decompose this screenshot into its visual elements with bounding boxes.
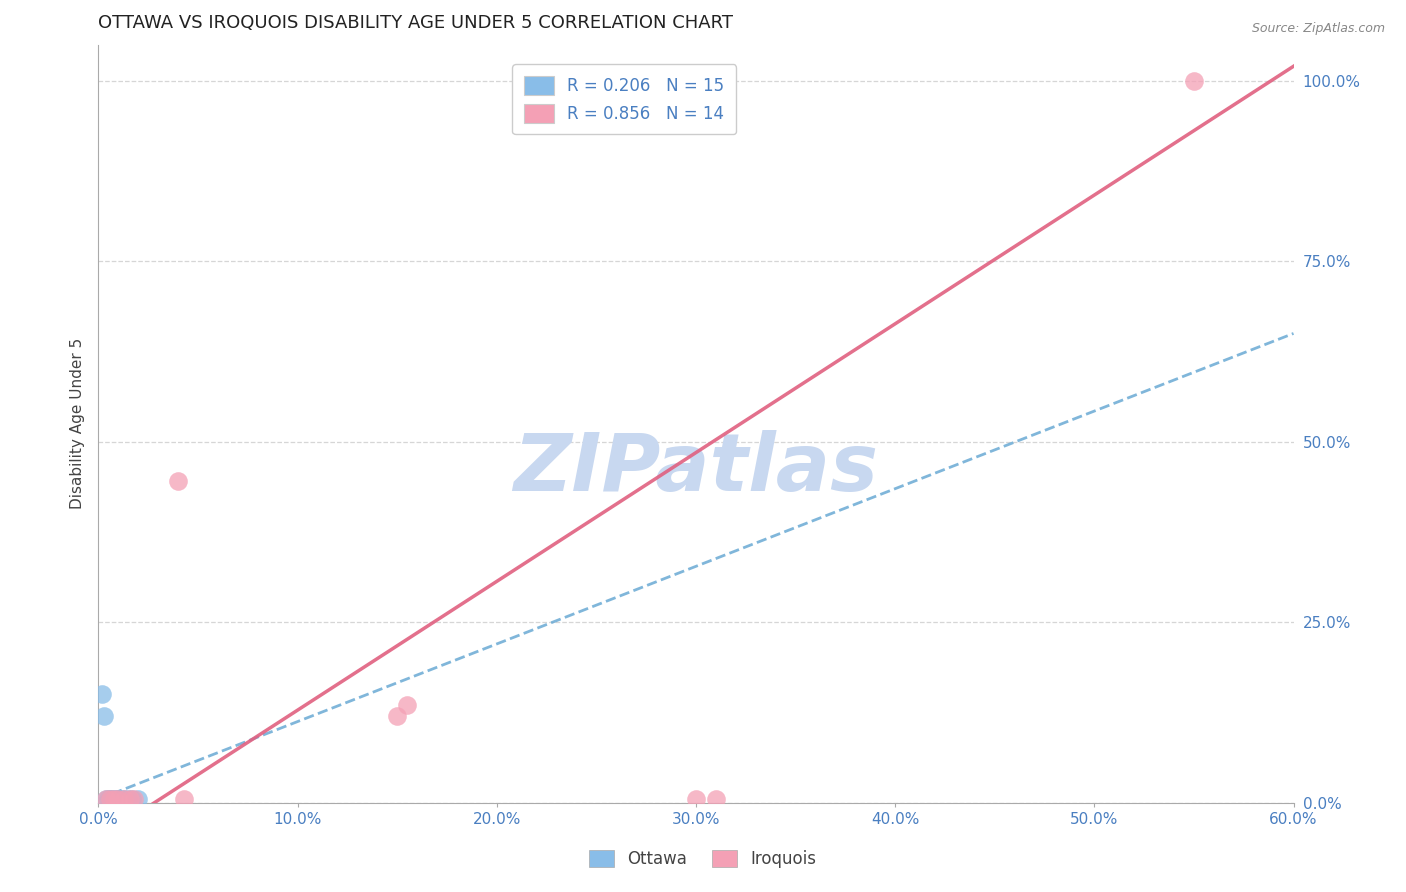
Point xyxy=(117,792,139,806)
Point xyxy=(111,792,134,806)
Point xyxy=(107,792,129,806)
Text: OTTAWA VS IROQUOIS DISABILITY AGE UNDER 5 CORRELATION CHART: OTTAWA VS IROQUOIS DISABILITY AGE UNDER … xyxy=(98,14,734,32)
Point xyxy=(121,792,143,806)
Point xyxy=(385,709,409,723)
Point xyxy=(98,792,122,806)
Point xyxy=(103,792,125,806)
Legend: Ottawa, Iroquois: Ottawa, Iroquois xyxy=(582,843,824,875)
Point xyxy=(101,792,124,806)
Point xyxy=(124,792,146,806)
Point xyxy=(107,792,129,806)
Point xyxy=(91,688,114,702)
Point xyxy=(396,698,419,713)
Point xyxy=(112,792,135,806)
Point xyxy=(93,709,115,723)
Y-axis label: Disability Age Under 5: Disability Age Under 5 xyxy=(69,338,84,509)
Point xyxy=(105,792,128,806)
Point xyxy=(112,792,135,806)
Text: ZIPatlas: ZIPatlas xyxy=(513,430,879,508)
Point xyxy=(98,792,122,806)
Point xyxy=(167,475,190,489)
Point xyxy=(1182,73,1205,87)
Legend: R = 0.206   N = 15, R = 0.856   N = 14: R = 0.206 N = 15, R = 0.856 N = 14 xyxy=(512,64,737,135)
Point xyxy=(96,792,118,806)
Point xyxy=(173,792,195,806)
Point xyxy=(127,792,149,806)
Point xyxy=(120,792,142,806)
Point xyxy=(103,792,125,806)
Point xyxy=(97,792,120,806)
Point xyxy=(685,792,707,806)
Point xyxy=(704,792,727,806)
Point xyxy=(98,792,122,806)
Text: Source: ZipAtlas.com: Source: ZipAtlas.com xyxy=(1251,22,1385,36)
Point xyxy=(96,792,118,806)
